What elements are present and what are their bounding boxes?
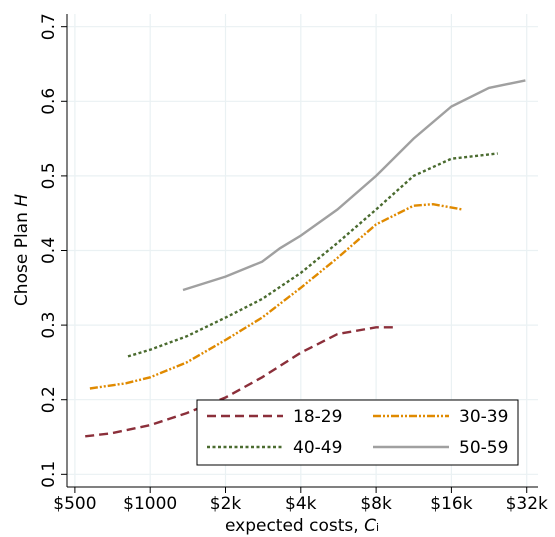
x-tick-label: $2k: [210, 494, 242, 514]
x-tick-label: $32k: [506, 494, 548, 514]
y-tick-label: 0.5: [39, 162, 59, 189]
y-label-var: H: [12, 194, 32, 207]
y-tick-label: 0.7: [39, 13, 59, 40]
y-tick-label: 0.3: [39, 312, 59, 339]
x-tick-label: $1000: [123, 494, 177, 514]
y-label-text: Chose Plan: [12, 212, 32, 306]
y-tick-label: 0.1: [39, 461, 59, 488]
y-axis-label: Chose Plan H: [12, 194, 32, 306]
legend-label: 50-59: [459, 438, 508, 458]
x-label-var: C: [364, 516, 376, 536]
x-tick-label: $4k: [285, 494, 317, 514]
x-label-text: expected costs,: [225, 516, 359, 536]
x-tick-label: $500: [53, 494, 96, 514]
series-line: [127, 152, 498, 358]
x-label-sub: i: [376, 521, 379, 534]
legend-label: 40-49: [293, 438, 342, 458]
x-tick-label: $16k: [430, 494, 472, 514]
series-line: [182, 79, 526, 292]
series-line: [85, 326, 395, 438]
legend-box: [196, 399, 519, 466]
y-tick-label: 0.6: [39, 88, 59, 115]
x-tick-label: $8k: [360, 494, 392, 514]
y-tick-label: 0.2: [39, 386, 59, 413]
legend-label: 30-39: [459, 407, 508, 427]
series-line: [89, 202, 463, 390]
x-axis-label: expected costs, Ci: [225, 516, 379, 536]
y-tick-label: 0.4: [39, 237, 59, 264]
legend-label: 18-29: [293, 407, 342, 427]
